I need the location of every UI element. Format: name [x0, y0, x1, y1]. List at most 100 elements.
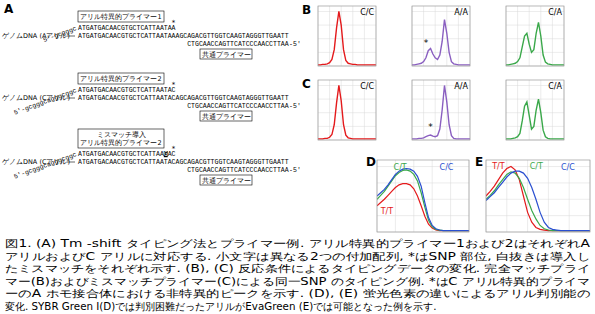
panel-label: A — [4, 2, 14, 16]
grid-line-y — [412, 38, 470, 39]
grid-line-y — [506, 126, 564, 127]
series-label: C/T — [394, 163, 407, 172]
chart: C/C — [318, 80, 376, 140]
plot-background — [412, 6, 470, 66]
caption-line: ーのA ホモ接合体における非特異的ピークを示す. (D), (E) 蛍光色素の違… — [5, 287, 590, 299]
genome-sequence: ATGATGACAACGTGCTCATTAATA — [78, 159, 172, 166]
snp-mark: * — [172, 145, 176, 153]
panel-label: B — [302, 3, 311, 17]
plot-area — [318, 85, 376, 138]
series-label: C/A — [548, 82, 562, 91]
diagram-row: 5'-gcgggcアリル特異的プライマー1ATGATGACAACGTGCTCAT… — [2, 11, 301, 59]
genome-label: ゲノムDNA (Cアリル) — [2, 158, 70, 166]
chart: T/TC/TC/C — [377, 160, 469, 232]
grid-line-y — [318, 112, 376, 113]
series-label: A/A — [454, 8, 468, 17]
reverse-primer-sequence: CTGCAACCAGTTCATCCCAACCTTAA — [187, 41, 288, 48]
primer-label-box — [78, 129, 164, 148]
genome-sequence: ATGATGACAACGTGCTCATTAATA — [78, 95, 172, 102]
reverse-primer-end: -5' — [289, 167, 301, 174]
series-label: C/C — [360, 8, 374, 17]
panel-label: C — [302, 77, 311, 91]
reverse-primer-sequence: CTGCAACCAGTTCATCCCAACCTTAA — [187, 103, 288, 110]
grid-line-x — [329, 80, 330, 140]
series-label: T/T — [491, 162, 505, 171]
melt-curve — [412, 85, 470, 138]
chart: C/C — [318, 6, 376, 66]
series-label: C/C — [561, 163, 575, 172]
genome-sequence: ATGATGACAACGTGCTCATTAATA — [78, 33, 172, 40]
figure: A B C D E 5'-gcgggcアリル特異的プライマー1ATGATGACAACGTG… — [0, 0, 595, 314]
plot-area — [506, 99, 564, 139]
plot-area — [377, 169, 469, 231]
melt-curve — [506, 99, 564, 139]
common-primer-box — [200, 111, 252, 121]
common-primer-box — [200, 175, 252, 185]
caption-line: たミスマッチをそれぞれ示す. (B), (C) 反応条件によるタイピングデータの… — [5, 262, 590, 274]
caption-line: 変化. SYBR Green I(D)では判別困難だったアリルがEvaGreen… — [5, 300, 437, 312]
snp-mark: * — [172, 19, 176, 27]
genome-label: ゲノムDNA (Cアリル) — [2, 94, 70, 102]
grid-line-y — [377, 166, 469, 167]
plot-area — [412, 85, 470, 138]
primer-label-box — [78, 11, 164, 22]
melt-curve — [486, 171, 590, 231]
grid-line-y — [318, 126, 376, 127]
plot-background — [506, 6, 564, 66]
grid-line-x — [329, 6, 330, 66]
melt-curve — [377, 184, 469, 231]
primer-label-box — [78, 73, 164, 84]
series-label: C/C — [360, 82, 374, 91]
plot-frame — [506, 80, 564, 140]
diagram-row: 5'-gcgggcagggcggcミスマッチ導入アリル特異的プライマー2ATGA… — [2, 129, 301, 185]
plot-area — [486, 167, 590, 231]
plot-area — [412, 20, 470, 65]
panel-a-diagram: 5'-gcgggcアリル特異的プライマー1ATGATGACAACGTGCTCAT… — [2, 11, 301, 185]
snp-mark: * — [172, 81, 176, 89]
plot-frame — [486, 160, 590, 232]
panel-label: E — [475, 155, 483, 169]
melt-curve — [412, 20, 470, 65]
genome-label: ゲノムDNA (Aアリル) — [2, 32, 70, 40]
series-label: C/C — [440, 163, 454, 172]
grid-line-x — [506, 160, 507, 232]
plot-frame — [506, 6, 564, 66]
grid-line-y — [318, 99, 376, 100]
plot-area — [318, 11, 376, 64]
chart: A/A* — [412, 6, 470, 66]
plot-background — [506, 80, 564, 140]
series-label: A/A — [454, 82, 468, 91]
primer-sequence: ATGATGACAACGTGCTCATTAATAC — [78, 87, 176, 94]
panel-label: D — [366, 155, 376, 169]
melt-curve — [486, 172, 590, 231]
primer-label: アリル特異的プライマー1 — [80, 13, 161, 21]
grid-line-x — [423, 80, 424, 140]
grid-line-y — [318, 52, 376, 53]
melt-curve — [318, 11, 376, 64]
grid-line-y — [486, 215, 590, 216]
common-primer-box — [200, 49, 252, 59]
common-primer-label: 共通プライマー — [202, 177, 251, 185]
common-primer-label: 共通プライマー — [202, 51, 251, 59]
chart: A/A* — [412, 80, 470, 140]
chart: C/A — [506, 80, 564, 140]
grid-line-x — [529, 6, 530, 66]
primer-label: ミスマッチ導入 — [97, 131, 146, 139]
plot-frame — [377, 160, 469, 232]
reverse-primer-end: -5' — [289, 103, 301, 110]
grid-line-y — [412, 25, 470, 26]
plot-background — [318, 6, 376, 66]
diagram-row: 5'-gcgggcagggcggcアリル特異的プライマー2ATGATGACAAC… — [2, 73, 301, 121]
reverse-primer-end: -5' — [289, 41, 301, 48]
reverse-primer-sequence: CTGCAACCAGTTCATCCCAACCTTAA — [187, 167, 288, 174]
grid-line-y — [486, 199, 590, 200]
genome-sequence: AGCAGACGTTGGTCAAGTAGGGTTGAATT — [176, 95, 289, 102]
melt-curve — [377, 169, 469, 231]
common-primer-label: 共通プライマー — [202, 113, 251, 121]
plot-frame — [318, 80, 376, 140]
genome-connector — [67, 162, 75, 163]
plot-background — [318, 80, 376, 140]
plot-background — [486, 160, 590, 232]
grid-line-x — [352, 80, 353, 140]
melt-curve — [377, 170, 469, 231]
